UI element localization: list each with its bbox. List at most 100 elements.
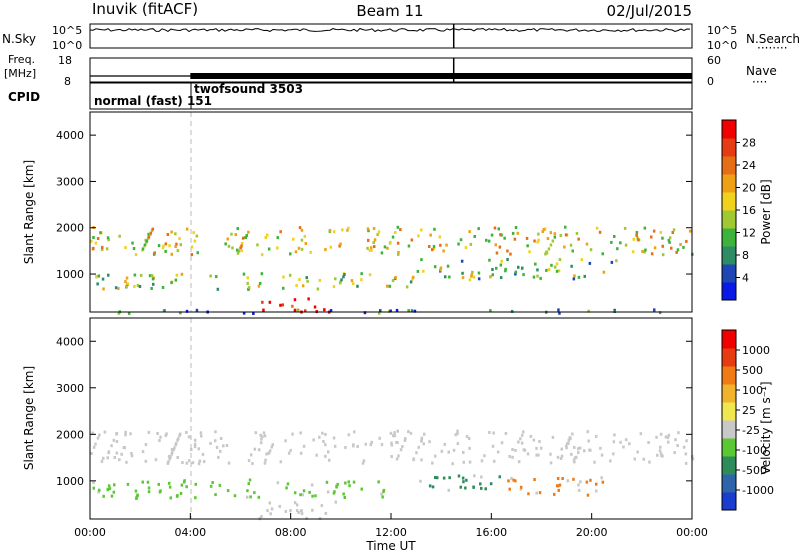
range-cell	[577, 447, 580, 451]
range-cell	[318, 278, 322, 282]
colorbar-tick-label: -1000	[742, 484, 774, 497]
range-cell	[587, 309, 590, 313]
range-cell	[647, 441, 650, 444]
range-cell	[465, 435, 469, 438]
range-cell	[682, 445, 686, 449]
range-cell	[247, 482, 250, 486]
range-cell	[555, 269, 559, 273]
range-cell	[132, 247, 136, 250]
range-cell	[615, 259, 618, 263]
range-cell	[246, 281, 249, 285]
range-cell	[551, 239, 555, 243]
range-cell	[377, 480, 380, 484]
range-cell	[185, 431, 188, 434]
range-cell	[279, 230, 282, 234]
freq-right-label: Nave	[746, 64, 777, 78]
colorbar-swatch	[722, 264, 736, 283]
range-cell	[293, 491, 297, 495]
time-tick-label: 08:00	[275, 526, 307, 539]
range-cell	[333, 490, 336, 494]
power-ylabel: Slant Range [km]	[22, 160, 36, 264]
cpid-mode-twofsound: twofsound 3503	[194, 82, 303, 96]
range-cell	[511, 448, 514, 451]
range-cell	[507, 479, 510, 483]
colorbar-tick-label: 1000	[742, 344, 770, 357]
range-cell	[480, 459, 484, 463]
range-cell	[252, 312, 255, 315]
range-cell	[514, 448, 517, 452]
range-cell	[457, 242, 460, 246]
range-cell	[171, 451, 174, 455]
range-cell	[434, 454, 437, 458]
range-cell	[216, 287, 220, 291]
range-cell	[461, 476, 465, 480]
range-cell	[326, 490, 330, 494]
range-cell	[173, 446, 176, 450]
freq-left-tick-bottom: 8	[64, 75, 71, 88]
range-cell	[347, 226, 350, 230]
range-cell	[98, 433, 101, 437]
range-cell	[396, 225, 400, 229]
range-cell	[624, 438, 628, 442]
range-cell	[133, 273, 137, 277]
range-cell	[157, 244, 161, 248]
range-cell	[598, 230, 602, 234]
power-y-axis: 1000 2000 3000 4000	[56, 129, 692, 281]
range-cell	[169, 496, 172, 500]
range-cell	[477, 277, 481, 281]
freq-panel-frame	[89, 57, 693, 83]
range-cell	[413, 309, 417, 313]
range-cell	[601, 252, 604, 256]
range-cell	[310, 483, 314, 487]
range-cell	[557, 488, 560, 492]
range-cell	[564, 225, 567, 229]
colorbar-swatch	[722, 156, 736, 175]
range-cell	[659, 432, 663, 436]
range-cell	[360, 272, 363, 276]
power-colorbar: 28 24 20 16 12 8 4	[721, 119, 756, 301]
range-cell	[257, 448, 261, 452]
range-cell	[236, 251, 240, 255]
range-cell	[394, 231, 397, 234]
range-cell	[540, 446, 543, 450]
range-cell	[147, 490, 151, 494]
range-cell	[464, 246, 468, 250]
range-cell	[477, 271, 481, 275]
range-cell	[341, 228, 344, 232]
range-cell	[198, 459, 202, 463]
range-cell	[434, 476, 437, 479]
range-cell	[572, 277, 576, 281]
range-cell	[382, 488, 386, 492]
range-cell	[301, 284, 305, 288]
range-cell	[521, 266, 524, 270]
range-cell	[262, 431, 266, 435]
range-cell	[559, 234, 563, 237]
range-cell	[589, 478, 592, 482]
velocity-panel: 1000 2000 3000 4000 00:00 04:00 08:00 12:00 16:…	[22, 317, 774, 553]
range-cell	[565, 444, 568, 448]
range-cell	[415, 451, 418, 455]
range-cell	[612, 452, 615, 456]
noise-panel-frame	[89, 23, 693, 49]
colorbar-swatch	[722, 438, 736, 457]
range-cell	[416, 269, 420, 273]
range-cell	[549, 243, 553, 247]
range-cell	[410, 309, 414, 313]
range-cell	[579, 480, 582, 484]
range-cell	[538, 439, 541, 443]
range-cell	[300, 247, 304, 251]
range-cell	[174, 278, 178, 282]
range-cell	[269, 512, 272, 516]
range-cell	[193, 438, 197, 442]
noise-left-label: N.Sky	[2, 32, 36, 46]
range-cell	[150, 287, 153, 290]
range-cell	[571, 432, 574, 436]
range-cell	[545, 250, 548, 254]
range-cell	[412, 275, 415, 279]
range-cell	[433, 265, 437, 269]
range-cell	[147, 232, 150, 236]
range-cell	[270, 445, 273, 449]
range-cell	[190, 253, 194, 257]
range-cell	[276, 236, 279, 240]
range-cell	[239, 246, 242, 250]
